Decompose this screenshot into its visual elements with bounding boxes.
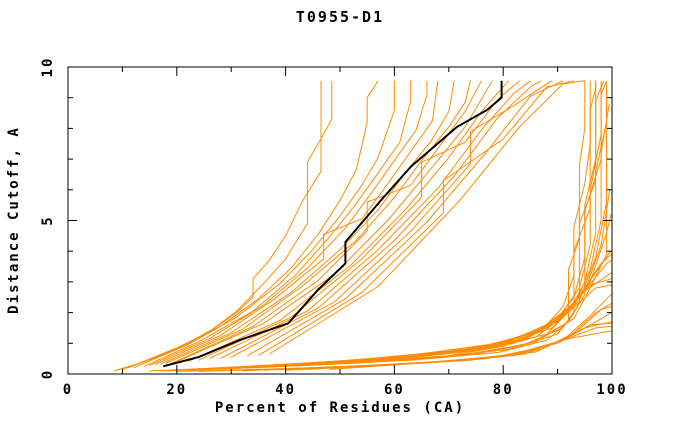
model-curve [230,80,553,358]
x-axis-label: Percent of Residues (CA) [214,400,466,416]
x-tick-label: 0 [63,382,73,398]
x-tick-label: 100 [596,382,627,398]
model-curve [247,253,612,369]
model-curve [171,80,482,364]
plot-frame [67,66,613,375]
model-curve [187,80,509,363]
model-curve [176,80,493,363]
model-curve [122,80,333,370]
model-curve [143,80,412,367]
model-curves [114,80,612,372]
y-tick-label: 10 [40,57,56,78]
axis-ticks [67,66,613,375]
y-tick-label: 0 [40,369,56,379]
model-curve [160,80,455,365]
chart-title: T0955-D1 [295,8,385,26]
model-curve [171,80,602,371]
x-tick-label: 60 [384,382,405,398]
x-tick-label: 80 [493,382,514,398]
model-curve [220,80,542,360]
model-curve [214,189,611,369]
model-curve [236,250,612,369]
model-curve [160,80,597,372]
model-curve [269,80,585,355]
model-curve [149,80,591,372]
model-curve [290,284,612,367]
y-tick-label: 5 [40,215,56,225]
model-curve [247,80,564,357]
model-curve [187,80,597,371]
model-curve [154,80,439,366]
x-tick-label: 40 [275,382,296,398]
model-curve [127,80,379,369]
highlight-curve-group [162,80,503,368]
highlight-curve [162,80,503,368]
model-curve [165,80,472,364]
x-tick-label: 20 [166,382,187,398]
model-curve [209,80,531,360]
model-curve [329,330,612,370]
model-curve [258,80,575,357]
model-curve [133,80,395,369]
model-curve [252,88,608,369]
model-curve [220,306,612,372]
model-curve [149,80,428,366]
